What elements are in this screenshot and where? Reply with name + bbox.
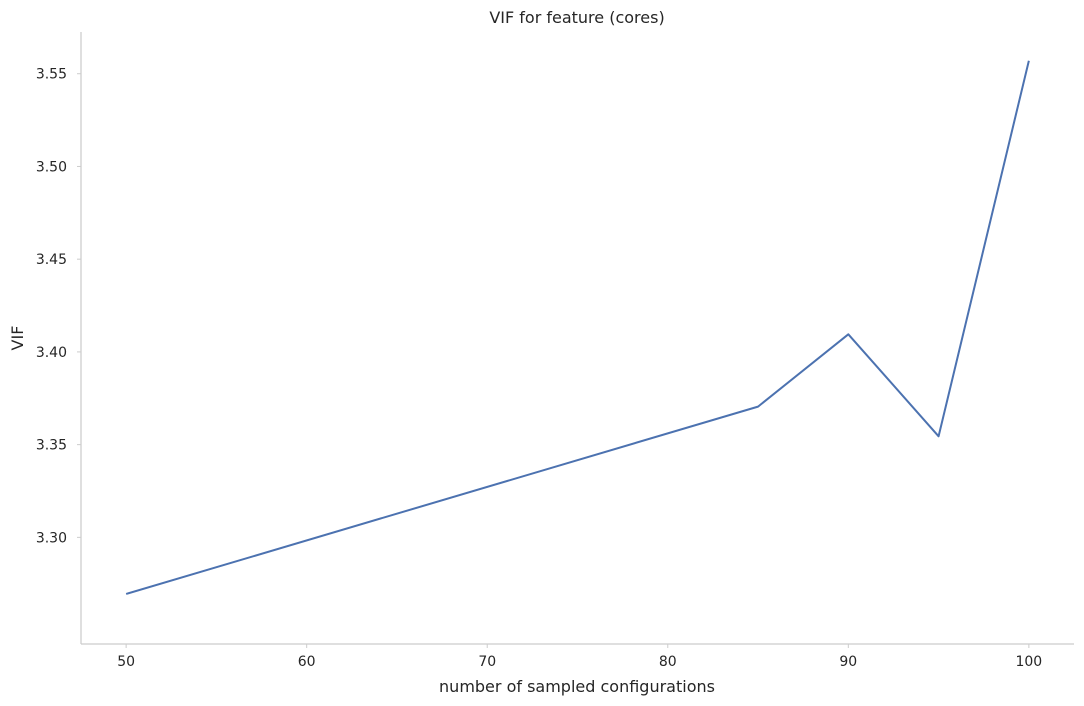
axes-spines [80,32,1074,645]
x-tick-label: 70 [478,654,496,670]
series-layer [125,60,1030,595]
x-axis-ticks: 50 60 70 80 90 100 [117,644,1042,670]
y-tick-label: 3.50 [36,159,67,175]
x-tick-label: 90 [839,654,857,670]
x-tick-label: 80 [659,654,677,670]
chart-title: VIF for feature (cores) [489,8,664,27]
x-tick-label: 50 [117,654,135,670]
y-tick-label: 3.45 [36,252,67,268]
x-tick-label: 100 [1015,654,1042,670]
x-axis-label: number of sampled configurations [439,677,715,696]
y-tick-label: 3.55 [36,67,67,83]
y-tick-label: 3.40 [36,345,67,361]
x-tick-label: 60 [298,654,316,670]
y-axis-label: VIF [8,326,27,351]
y-tick-label: 3.35 [36,438,67,454]
series-line-0 [125,60,1030,595]
y-axis-ticks: 3.30 3.35 3.40 3.45 3.50 3.55 [36,67,81,546]
y-tick-label: 3.30 [36,530,67,546]
